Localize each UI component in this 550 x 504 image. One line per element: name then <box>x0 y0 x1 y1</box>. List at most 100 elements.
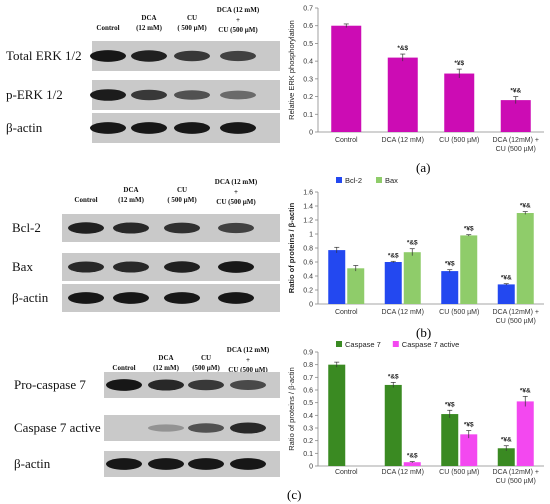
bar <box>460 434 478 466</box>
blot-band <box>188 379 224 391</box>
blot-band <box>218 261 254 273</box>
bar <box>347 268 365 304</box>
lane-header: (12 mM) <box>136 24 163 32</box>
blot-panel-c: Control DCA (12 mM) CU (500 µM) DCA (12 mM) + C… <box>0 340 280 485</box>
blot-band <box>230 380 266 390</box>
blot-band <box>148 379 184 391</box>
y-tick-label: 0.5 <box>303 400 313 407</box>
blot-band <box>131 122 167 134</box>
lane-header: CU <box>201 354 211 362</box>
significance-label: *¥& <box>501 437 512 444</box>
panel-letter-a: (a) <box>416 160 431 175</box>
lane-header: (12 mM) <box>153 364 180 372</box>
blot-row-label: Caspase 7 active <box>14 420 101 435</box>
y-tick-label: 0 <box>309 302 313 309</box>
blot-band <box>174 122 210 134</box>
significance-label: *¥$ <box>464 226 474 233</box>
legend-label: Caspase 7 active <box>402 340 460 349</box>
y-tick-label: 0.4 <box>303 59 313 66</box>
blot-band <box>220 90 256 100</box>
y-tick-label: 0.3 <box>303 426 313 433</box>
y-tick-label: 0.3 <box>303 76 313 83</box>
blot-band <box>164 292 200 304</box>
lane-header: CU (500 µM) <box>218 26 258 34</box>
legend-label: Caspase 7 <box>345 340 381 349</box>
bar <box>328 364 346 466</box>
blot-band <box>113 292 149 304</box>
blot-band <box>230 422 266 434</box>
blot-band <box>220 122 256 134</box>
significance-label: *¥$ <box>464 422 474 429</box>
chart-b: 0 0.2 0.4 0.6 0.8 1 1.2 1.4 1.6 Ratio of proteins… <box>287 176 544 325</box>
y-tick-label: 0.1 <box>303 451 313 458</box>
panel-letter-b: (b) <box>416 325 432 340</box>
significance-label: *¥& <box>520 203 531 210</box>
blot-panel-b: Control DCA (12 mM) CU ( 500 µM) DCA (12 mM) +… <box>0 172 280 317</box>
blot-svg-b: Control DCA (12 mM) CU ( 500 µM) DCA (12 mM) +… <box>12 178 280 312</box>
lane-header: + <box>246 356 250 364</box>
legend-swatch <box>392 341 399 347</box>
blot-row-label: Bcl-2 <box>12 220 41 235</box>
legend-swatch <box>336 177 342 183</box>
lane-header: (12 mM) <box>118 196 145 204</box>
significance-label: *&$ <box>388 373 399 380</box>
y-tick-label: 0.6 <box>303 260 313 267</box>
y-tick-label: 0.4 <box>303 274 313 281</box>
bar <box>384 384 402 466</box>
bar <box>516 401 534 466</box>
panel-letter-c: (c) <box>287 487 302 502</box>
y-tick-label: 0.5 <box>303 41 313 48</box>
y-tick-label: 0 <box>309 464 313 471</box>
blot-band <box>68 292 104 304</box>
y-tick-label: 0.4 <box>303 413 313 420</box>
blot-band <box>188 423 224 433</box>
blot-band <box>164 261 200 273</box>
y-tick-label: 0.7 <box>303 375 313 382</box>
bar <box>444 73 475 132</box>
x-tick-label: DCA (12 mM) <box>382 137 424 144</box>
blot-band <box>174 90 210 100</box>
bar <box>516 213 534 304</box>
lane-header: DCA <box>141 14 156 22</box>
significance-label: *¥& <box>510 88 521 95</box>
lane-header: + <box>236 16 240 24</box>
x-tick-label: Control <box>335 137 358 144</box>
blot-band <box>106 379 142 391</box>
legend-swatch <box>376 177 382 183</box>
lane-header: DCA <box>123 186 138 194</box>
y-tick-label: 1.4 <box>303 204 313 211</box>
bar <box>441 414 459 466</box>
x-tick-label: CU (500 µM) <box>496 478 536 485</box>
blot-row-label: β-actin <box>14 456 51 471</box>
lane-header: CU (500 µM) <box>228 366 268 374</box>
x-tick-label: CU (500 µM) <box>439 137 479 144</box>
blot-band <box>174 50 210 62</box>
lane-header: CU (500 µM) <box>216 198 256 206</box>
significance-label: *¥$ <box>454 60 464 67</box>
blot-row-label: Bax <box>12 259 33 274</box>
y-axis-label: Ratio of proteins / β-actin <box>287 202 296 293</box>
significance-label: *¥$ <box>445 261 455 268</box>
blot-band <box>230 458 266 470</box>
y-tick-label: 0.1 <box>303 112 313 119</box>
x-tick-label: Control <box>335 309 358 316</box>
bar <box>460 235 478 304</box>
blot-band <box>90 50 126 62</box>
lane-header: ( 500 µM) <box>177 24 207 32</box>
blot-band <box>113 261 149 273</box>
blot-row-label: β-actin <box>12 290 49 305</box>
blot-band <box>218 222 254 234</box>
blot-row-label: p-ERK 1/2 <box>6 87 63 102</box>
bar <box>500 100 531 132</box>
blot-svg-c: Control DCA (12 mM) CU (500 µM) DCA (12 mM) + C… <box>14 346 280 477</box>
y-tick-label: 1.6 <box>303 190 313 197</box>
y-tick-label: 0.6 <box>303 388 313 395</box>
chart-a: 0 0.1 0.2 0.3 0.4 0.5 0.6 0.7 Relative ERK phosp… <box>287 6 544 153</box>
legend-swatch <box>336 341 342 347</box>
x-tick-label: DCA (12 mM) <box>382 469 424 476</box>
y-tick-label: 0.8 <box>303 246 313 253</box>
y-tick-label: 0.7 <box>303 6 313 13</box>
bar <box>441 271 459 304</box>
significance-label: *&$ <box>388 252 399 259</box>
y-tick-label: 1 <box>309 232 313 239</box>
